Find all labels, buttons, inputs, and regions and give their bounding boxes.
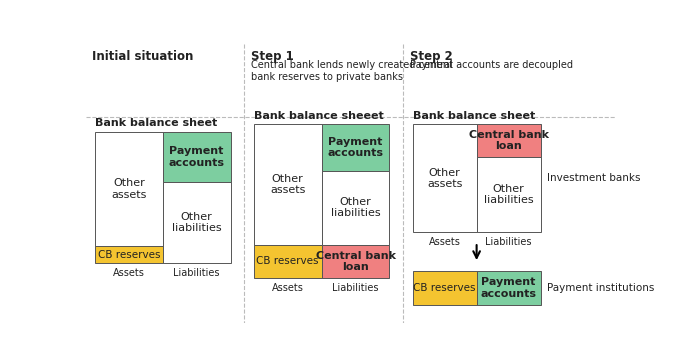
Text: Other
liabilities: Other liabilities xyxy=(331,197,380,219)
Bar xyxy=(322,245,390,278)
Text: CB reserves: CB reserves xyxy=(97,249,160,260)
Bar xyxy=(95,132,163,246)
Bar xyxy=(163,132,231,182)
Text: Payment
accounts: Payment accounts xyxy=(169,146,225,168)
Text: Liabilities: Liabilities xyxy=(332,283,379,293)
Text: Payment institutions: Payment institutions xyxy=(547,283,654,293)
Text: Step 1: Step 1 xyxy=(251,50,293,63)
Bar xyxy=(412,125,477,232)
Text: Central bank
loan: Central bank loan xyxy=(316,251,395,272)
Bar xyxy=(322,171,390,245)
Bar xyxy=(477,157,540,232)
Text: Liabilities: Liabilities xyxy=(486,237,532,247)
Bar xyxy=(477,125,540,157)
Text: Other
liabilities: Other liabilities xyxy=(484,184,534,205)
Text: Step 2: Step 2 xyxy=(410,50,452,63)
Text: Other
assets: Other assets xyxy=(270,174,306,195)
Text: Central bank
loan: Central bank loan xyxy=(469,130,549,151)
Text: Assets: Assets xyxy=(429,237,460,247)
Text: Bank balance sheet: Bank balance sheet xyxy=(95,118,217,128)
Bar xyxy=(412,271,477,305)
Text: Initial situation: Initial situation xyxy=(92,50,193,63)
Bar xyxy=(163,182,231,263)
Text: Assets: Assets xyxy=(272,283,303,293)
Bar xyxy=(254,245,322,278)
Bar xyxy=(95,246,163,263)
Text: CB reserves: CB reserves xyxy=(413,283,476,293)
Text: Bank balance sheeet: Bank balance sheeet xyxy=(254,111,384,121)
Bar xyxy=(254,125,322,245)
Text: Other
assets: Other assets xyxy=(427,167,462,189)
Text: Bank balance sheet: Bank balance sheet xyxy=(412,111,535,121)
Text: Payment
accounts: Payment accounts xyxy=(481,277,536,299)
Bar xyxy=(322,125,390,171)
Text: CB reserves: CB reserves xyxy=(256,257,319,266)
Text: Other
liabilities: Other liabilities xyxy=(172,212,221,233)
Text: Liabilities: Liabilities xyxy=(173,268,220,278)
Text: Payment
accounts: Payment accounts xyxy=(327,137,384,158)
Text: Payment accounts are decoupled: Payment accounts are decoupled xyxy=(410,61,573,70)
Bar xyxy=(477,271,540,305)
Text: Central bank lends newly created central
bank reserves to private banks: Central bank lends newly created central… xyxy=(251,61,453,82)
Text: Other
assets: Other assets xyxy=(111,178,147,200)
Text: Investment banks: Investment banks xyxy=(547,173,640,183)
Text: Assets: Assets xyxy=(113,268,145,278)
